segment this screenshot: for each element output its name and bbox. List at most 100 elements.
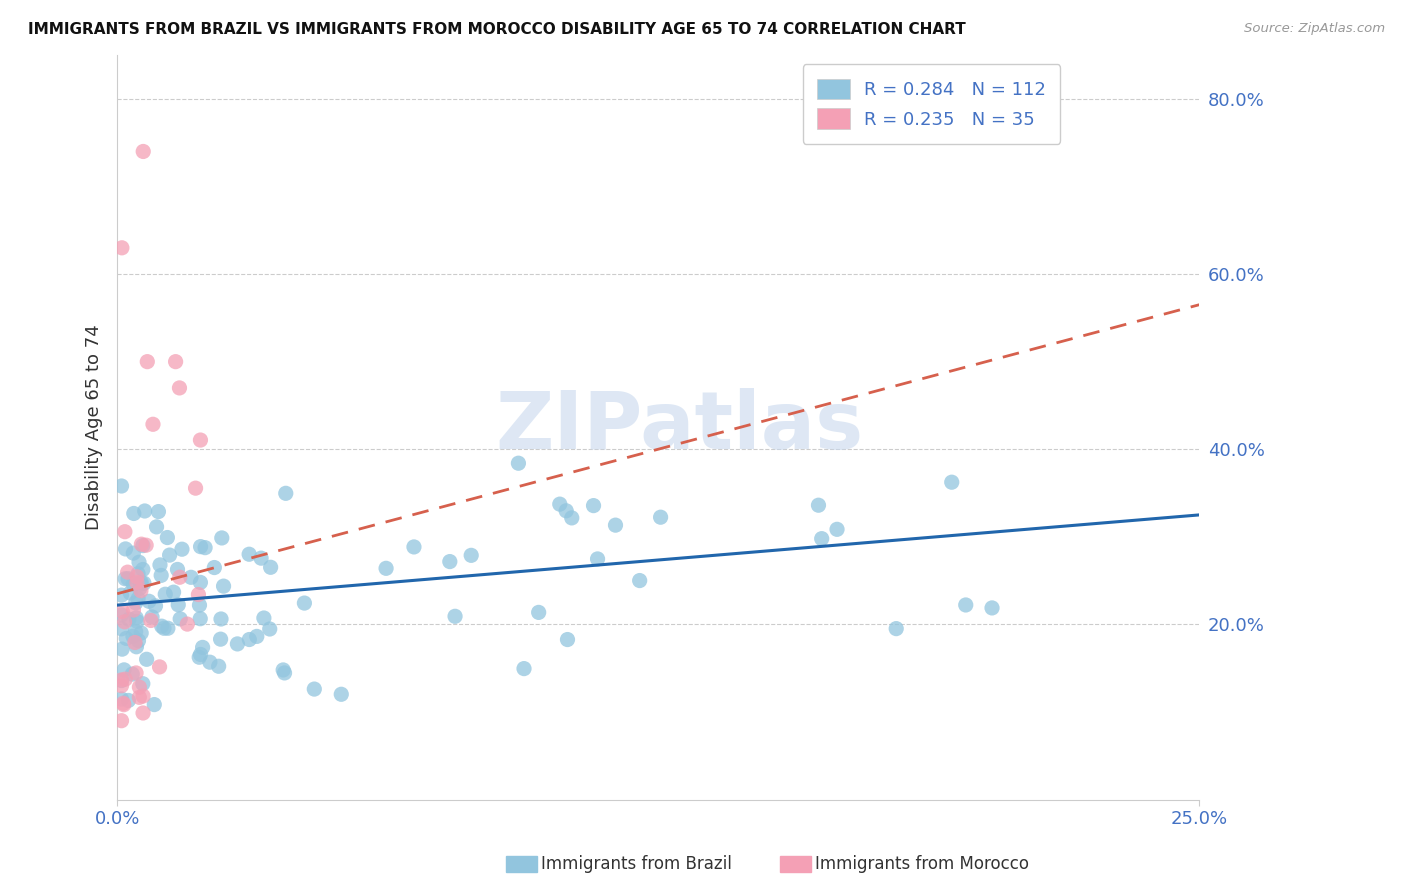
- Point: [110, 673, 132, 688]
- Point: [650, 510, 672, 524]
- Point: [128, 582, 150, 596]
- Text: Immigrants from Brazil: Immigrants from Brazil: [541, 855, 733, 873]
- Point: [149, 558, 172, 572]
- Point: [112, 696, 135, 710]
- Point: [131, 537, 153, 551]
- Point: [114, 615, 136, 629]
- Point: [135, 652, 157, 666]
- Point: [110, 479, 132, 493]
- Text: ZIPatlas: ZIPatlas: [496, 388, 863, 467]
- Point: [304, 682, 326, 697]
- Point: [145, 599, 167, 613]
- Point: [125, 611, 148, 625]
- Point: [114, 572, 136, 586]
- Point: [132, 539, 155, 553]
- Point: [292, 596, 315, 610]
- Point: [274, 486, 297, 500]
- Point: [127, 633, 149, 648]
- Point: [981, 601, 1004, 615]
- Point: [114, 541, 136, 556]
- Legend: R = 0.284   N = 112, R = 0.235   N = 35: R = 0.284 N = 112, R = 0.235 N = 35: [803, 64, 1060, 144]
- Point: [941, 475, 963, 490]
- Point: [156, 621, 179, 635]
- Point: [110, 607, 132, 622]
- Point: [259, 560, 281, 574]
- Point: [122, 507, 145, 521]
- Point: [125, 596, 148, 610]
- Point: [124, 624, 146, 639]
- Point: [115, 632, 138, 646]
- Point: [125, 575, 148, 590]
- Point: [191, 640, 214, 655]
- Point: [188, 598, 211, 612]
- Point: [548, 497, 571, 511]
- Point: [259, 622, 281, 636]
- Point: [810, 532, 832, 546]
- Point: [955, 598, 977, 612]
- Point: [586, 552, 609, 566]
- Point: [114, 524, 136, 539]
- Point: [148, 660, 170, 674]
- Point: [156, 531, 179, 545]
- Point: [124, 635, 146, 649]
- Point: [238, 547, 260, 561]
- Point: [145, 520, 167, 534]
- Point: [166, 562, 188, 576]
- Point: [169, 612, 191, 626]
- Point: [111, 241, 134, 255]
- Point: [125, 640, 148, 654]
- Point: [330, 687, 353, 701]
- Point: [167, 598, 190, 612]
- Point: [402, 540, 425, 554]
- Point: [132, 676, 155, 690]
- Point: [111, 642, 134, 657]
- Point: [129, 583, 152, 598]
- Point: [129, 575, 152, 590]
- Point: [122, 603, 145, 617]
- Point: [122, 577, 145, 591]
- Point: [110, 692, 132, 706]
- Point: [110, 714, 132, 728]
- Point: [132, 562, 155, 576]
- Point: [190, 575, 212, 590]
- Point: [209, 612, 232, 626]
- Point: [208, 659, 231, 673]
- Point: [508, 456, 530, 470]
- Point: [375, 561, 398, 575]
- Point: [176, 617, 198, 632]
- Point: [117, 565, 139, 579]
- Point: [110, 588, 132, 602]
- Y-axis label: Disability Age 65 to 74: Disability Age 65 to 74: [86, 325, 103, 530]
- Point: [153, 621, 176, 635]
- Point: [132, 689, 155, 703]
- Point: [132, 706, 155, 720]
- Point: [150, 568, 173, 582]
- Point: [605, 518, 627, 533]
- Point: [117, 693, 139, 707]
- Point: [132, 576, 155, 591]
- Point: [188, 650, 211, 665]
- Point: [129, 577, 152, 591]
- Point: [190, 540, 212, 554]
- Point: [211, 531, 233, 545]
- Point: [444, 609, 467, 624]
- Point: [117, 572, 139, 586]
- Point: [527, 606, 550, 620]
- Point: [190, 433, 212, 447]
- Point: [169, 570, 191, 584]
- Text: IMMIGRANTS FROM BRAZIL VS IMMIGRANTS FROM MOROCCO DISABILITY AGE 65 TO 74 CORREL: IMMIGRANTS FROM BRAZIL VS IMMIGRANTS FRO…: [28, 22, 966, 37]
- Point: [273, 665, 295, 680]
- Point: [169, 381, 191, 395]
- Point: [122, 546, 145, 560]
- Point: [202, 560, 225, 574]
- Point: [162, 585, 184, 599]
- Point: [807, 498, 830, 512]
- Point: [128, 680, 150, 694]
- Point: [271, 663, 294, 677]
- Point: [127, 615, 149, 629]
- Point: [555, 504, 578, 518]
- Point: [212, 579, 235, 593]
- Point: [884, 622, 907, 636]
- Point: [188, 612, 211, 626]
- Point: [198, 655, 221, 669]
